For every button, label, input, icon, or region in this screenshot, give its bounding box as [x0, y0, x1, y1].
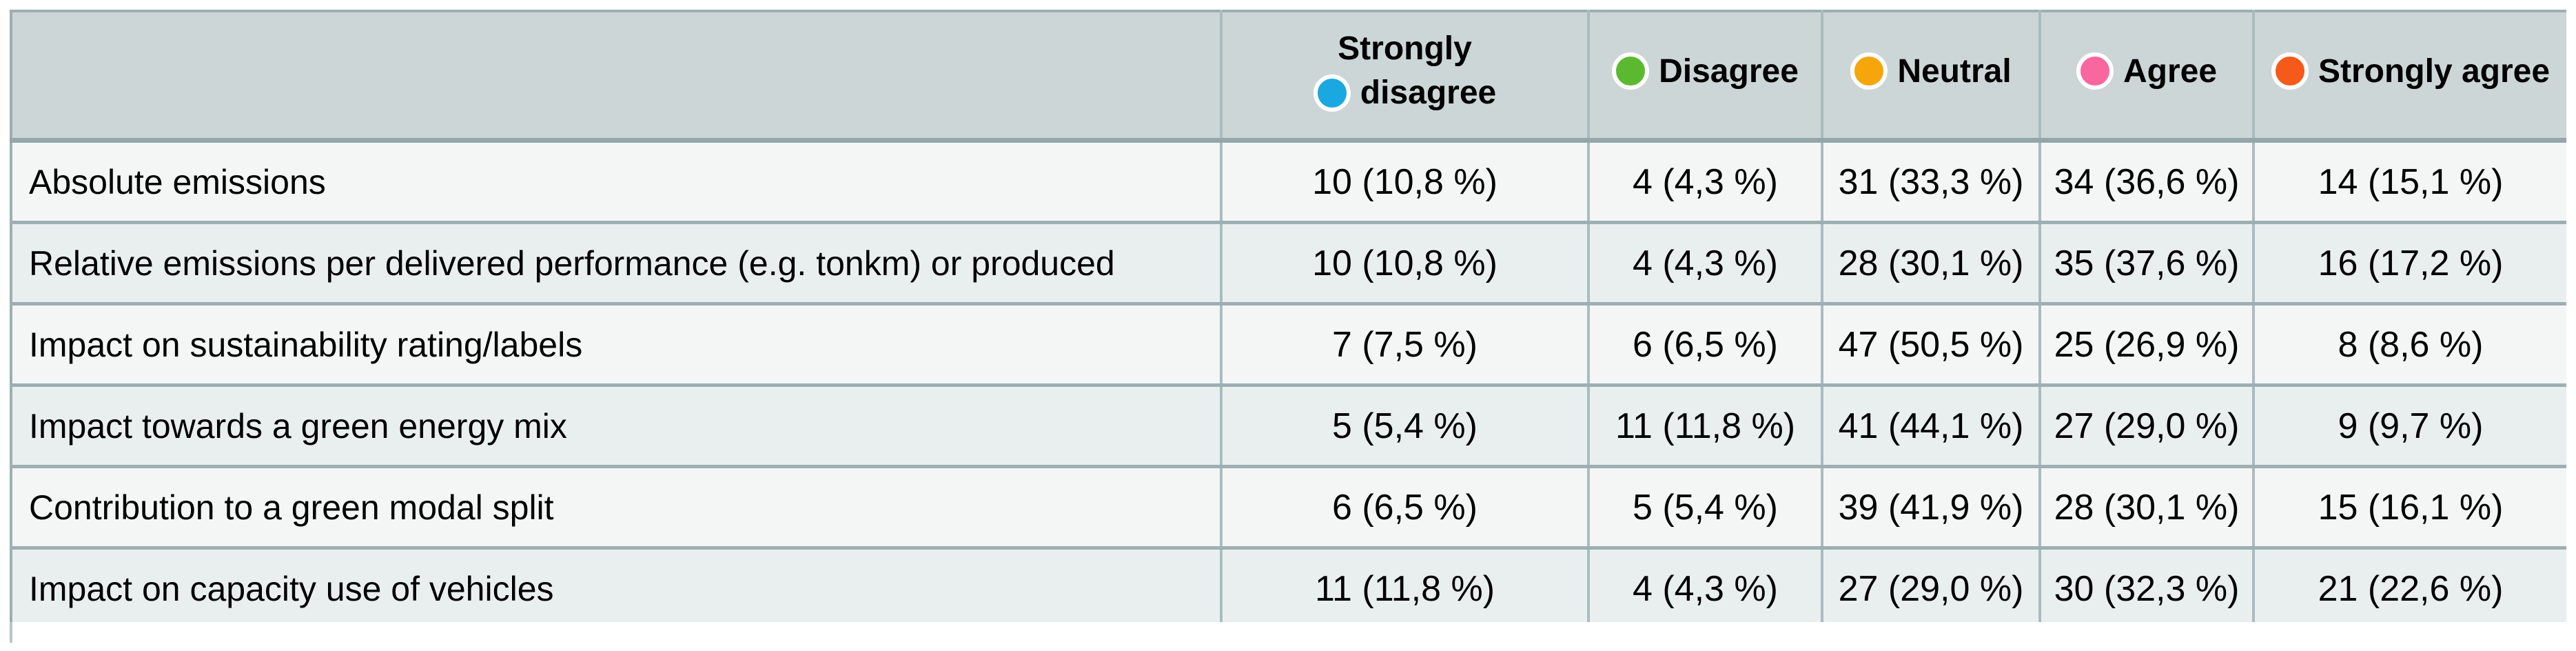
- criteria-column-header: [11, 11, 1221, 143]
- value-cell: 9 (9,7 %): [2252, 385, 2566, 468]
- survey-results-table: Strongly disagree Disagree: [10, 10, 2566, 631]
- column-header-neutral: Neutral: [1821, 11, 2040, 143]
- value-cell: 39 (41,9 %): [1821, 466, 2040, 550]
- value-cell: 28 (30,1 %): [1821, 222, 2040, 306]
- column-header-strongly-agree: Strongly agree: [2252, 11, 2566, 143]
- criteria-cell: Impact on sustainability rating/labels: [11, 303, 1221, 387]
- value-cell: 27 (29,0 %): [2038, 385, 2253, 468]
- value-cell: 35 (37,6 %): [2038, 222, 2253, 306]
- value-cell: 30 (32,3 %): [2038, 548, 2253, 631]
- value-cell: 25 (26,9 %): [2038, 303, 2253, 387]
- value-cell: 16 (17,2 %): [2252, 222, 2566, 306]
- value-cell: 34 (36,6 %): [2038, 140, 2253, 224]
- criteria-cell: Absolute emissions: [11, 140, 1221, 224]
- value-cell: 47 (50,5 %): [1821, 303, 2040, 387]
- value-cell: 6 (6,5 %): [1587, 303, 1822, 387]
- neutral-legend-icon: [1850, 52, 1888, 90]
- table-row: Impact on capacity use of vehicles 11 (11…: [11, 548, 2566, 631]
- value-cell: 14 (15,1 %): [2252, 140, 2566, 224]
- value-cell: 8 (8,6 %): [2252, 303, 2566, 387]
- column-header-disagree: Disagree: [1587, 11, 1822, 143]
- table-row: Impact towards a green energy mix 5 (5,4 …: [11, 385, 2566, 468]
- header-label-line2: disagree: [1360, 74, 1497, 111]
- value-cell: 31 (33,3 %): [1821, 140, 2040, 224]
- value-cell: 27 (29,0 %): [1821, 548, 2040, 631]
- likert-table: Strongly disagree Disagree: [10, 10, 2566, 631]
- column-header-agree: Agree: [2038, 11, 2253, 143]
- value-cell: 21 (22,6 %): [2252, 548, 2566, 631]
- strongly-disagree-legend-icon: [1313, 74, 1351, 112]
- value-cell: 28 (30,1 %): [2038, 466, 2253, 550]
- value-cell: 4 (4,3 %): [1587, 222, 1822, 306]
- results-table-body: Absolute emissions 10 (10,8 %) 4 (4,3 %) 31…: [11, 140, 2566, 631]
- value-cell: 6 (6,5 %): [1220, 466, 1588, 550]
- value-cell: 41 (44,1 %): [1821, 385, 2040, 468]
- value-cell: 5 (5,4 %): [1587, 466, 1822, 550]
- criteria-cell: Impact towards a green energy mix: [11, 385, 1221, 468]
- table-row: Contribution to a green modal split 6 (6,…: [11, 466, 2566, 550]
- table-row: Relative emissions per delivered perform…: [11, 222, 2566, 306]
- header-label: Agree: [2123, 52, 2218, 90]
- value-cell: 4 (4,3 %): [1587, 548, 1822, 631]
- value-cell: 10 (10,8 %): [1220, 140, 1588, 224]
- header-label: Disagree: [1659, 52, 1799, 90]
- value-cell: 10 (10,8 %): [1220, 222, 1588, 306]
- disagree-legend-icon: [1612, 52, 1650, 90]
- value-cell: 11 (11,8 %): [1220, 548, 1588, 631]
- table-row: Impact on sustainability rating/labels 7 …: [11, 303, 2566, 387]
- value-cell: 5 (5,4 %): [1220, 385, 1588, 468]
- header-label-line1: Strongly: [1338, 30, 1472, 67]
- table-row: Absolute emissions 10 (10,8 %) 4 (4,3 %) 31…: [11, 140, 2566, 224]
- header-label: Strongly agree: [2318, 52, 2551, 90]
- value-cell: 7 (7,5 %): [1220, 303, 1588, 387]
- criteria-cell: Contribution to a green modal split: [11, 466, 1221, 550]
- value-cell: 11 (11,8 %): [1587, 385, 1822, 468]
- header-row: Strongly disagree Disagree: [11, 11, 2566, 143]
- value-cell: 4 (4,3 %): [1587, 140, 1822, 224]
- criteria-cell: Relative emissions per delivered perform…: [11, 222, 1221, 306]
- header-label: Neutral: [1897, 52, 2012, 90]
- criteria-cell: Impact on capacity use of vehicles: [11, 548, 1221, 631]
- partial-next-row: [10, 622, 2568, 643]
- agree-legend-icon: [2076, 52, 2114, 90]
- value-cell: 15 (16,1 %): [2252, 466, 2566, 550]
- column-header-strongly-disagree: Strongly disagree: [1220, 11, 1588, 143]
- strongly-agree-legend-icon: [2271, 52, 2309, 90]
